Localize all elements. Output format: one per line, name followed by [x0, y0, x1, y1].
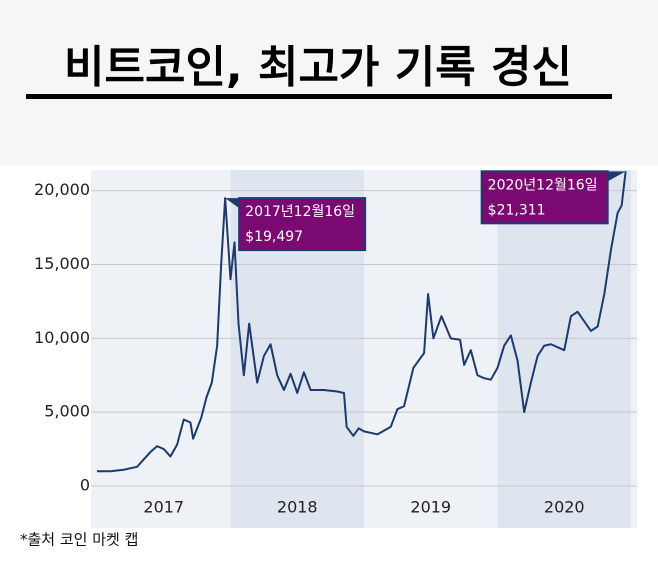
annotation-value: $19,497 — [245, 229, 303, 245]
annotation: 2017년12월16일 $19,497 — [225, 197, 367, 252]
annotation-box — [238, 197, 367, 252]
price-line — [97, 171, 627, 473]
x-tick-label: 2020 — [544, 498, 585, 517]
y-tick-label: 15,000 — [34, 254, 90, 273]
annotation-value: $21,311 — [488, 202, 546, 218]
y-tick-label: 10,000 — [34, 328, 90, 347]
annotation: 2020년12월16일 $21,311 — [480, 170, 626, 225]
x-tick-label: 2018 — [277, 498, 318, 517]
x-tick-label: 2017 — [143, 498, 184, 517]
y-tick-label: 5,000 — [44, 402, 90, 421]
source: *출처 코인 마켓 캡 — [20, 531, 138, 549]
x-tick-label: 2019 — [410, 498, 451, 517]
annotation-date: 2020년12월16일 — [488, 177, 598, 193]
annotation-date: 2017년12월16일 — [245, 204, 355, 220]
title-underline — [26, 94, 612, 99]
y-tick-label: 20,000 — [34, 180, 90, 199]
y-tick-label: 0 — [80, 476, 90, 495]
annotation-pointer — [607, 171, 626, 182]
annotation-pointer — [225, 198, 240, 209]
annotation-box — [480, 170, 609, 225]
chart-title: 비트코인, 최고가 기록 경신 — [64, 42, 572, 93]
